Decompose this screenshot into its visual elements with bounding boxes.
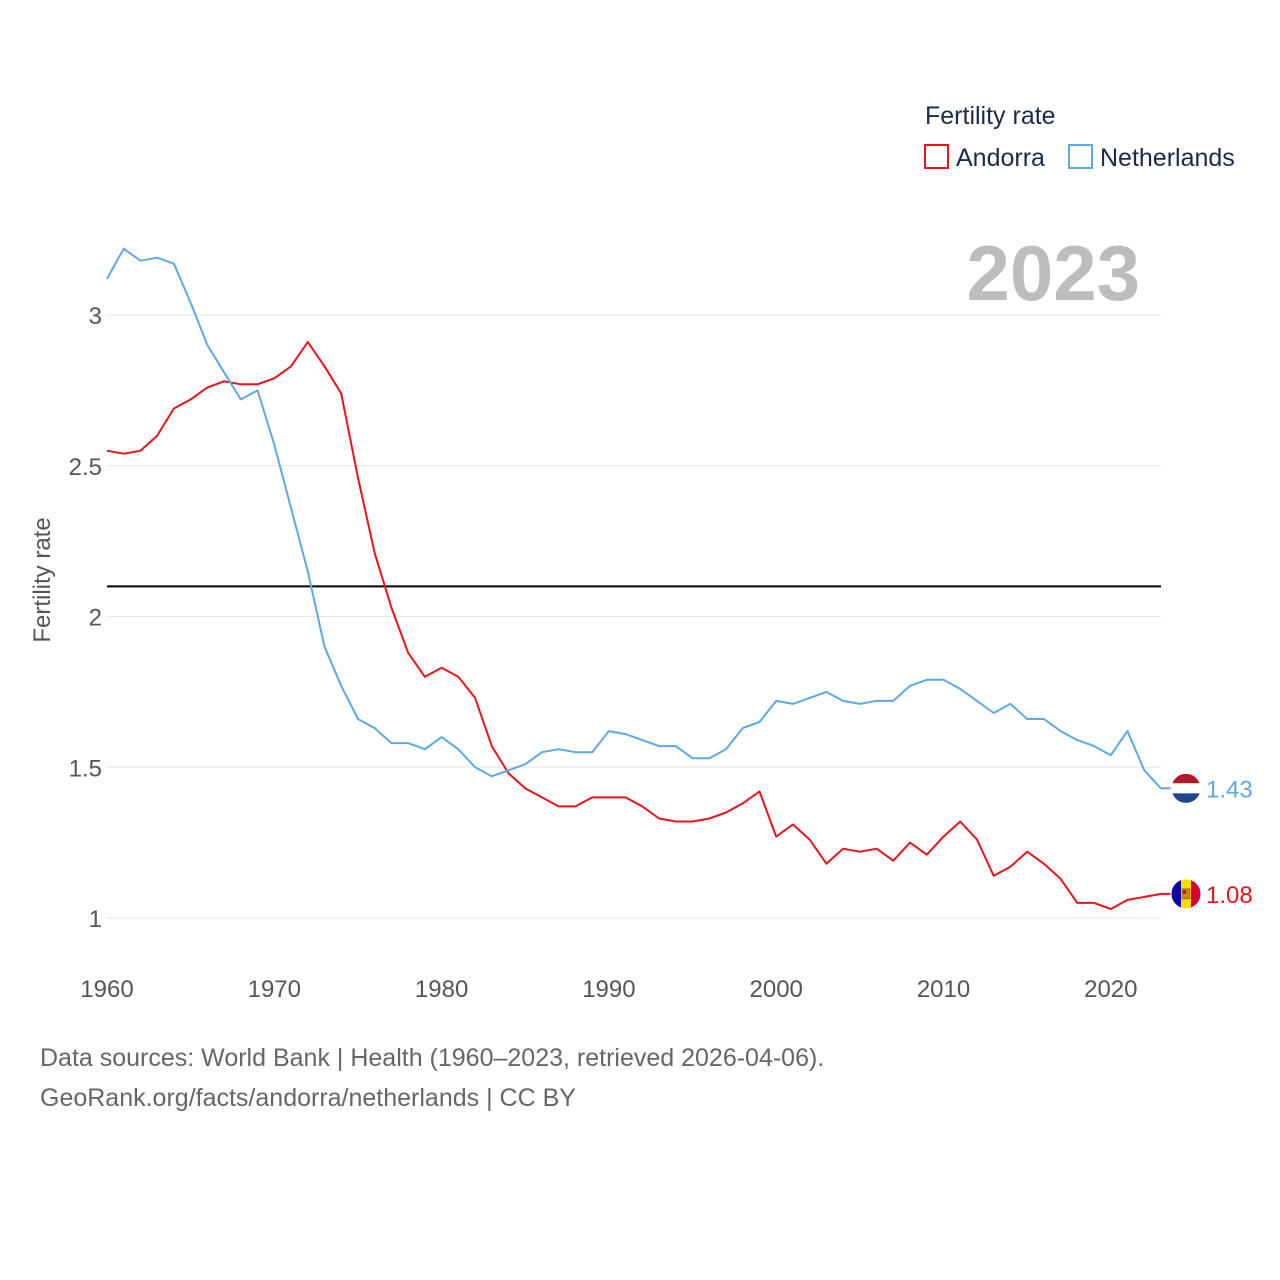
series-line-andorra[interactable]	[106, 341, 1162, 910]
legend-item-andorra[interactable]: Andorra	[924, 144, 1045, 172]
y-axis-label: Fertility rate	[29, 517, 56, 642]
flag-ring	[1170, 878, 1202, 910]
grid-lines	[107, 314, 1161, 919]
andorra-flag-icon	[1171, 878, 1201, 909]
end-value-label-netherlands: 1.43	[1206, 776, 1253, 803]
source-url[interactable]: GeoRank.org/facts/andorra/netherlands | …	[40, 1084, 576, 1112]
netherlands-flag-icon	[1171, 773, 1201, 804]
flag-ring	[1170, 772, 1202, 804]
y-axis-ticks: 1 1.5 2 2.5 3	[69, 303, 102, 933]
series-lines	[106, 247, 1162, 910]
fertility-rate-chart: Fertility rate Andorra Netherlands 2023 …	[29, 102, 1253, 1003]
y-tick-label: 2.5	[69, 454, 102, 481]
x-axis-ticks: 1960 1970 1980 1990 2000 2010 2020	[80, 976, 1137, 1003]
year-watermark: 2023	[966, 229, 1140, 317]
series-line-netherlands[interactable]	[106, 247, 1162, 790]
legend-swatch-andorra	[924, 144, 949, 169]
x-tick-label: 2000	[750, 976, 803, 1003]
x-tick-label: 1980	[415, 976, 468, 1003]
legend-swatch-netherlands	[1068, 144, 1093, 169]
legend-label-andorra: Andorra	[956, 144, 1045, 172]
legend-item-netherlands[interactable]: Netherlands	[1068, 144, 1235, 172]
x-tick-label: 1970	[248, 976, 301, 1003]
legend-title: Fertility rate	[925, 102, 1056, 130]
x-tick-label: 2020	[1084, 976, 1137, 1003]
x-tick-label: 1990	[582, 976, 635, 1003]
y-tick-label: 3	[89, 303, 102, 330]
legend-label-netherlands: Netherlands	[1100, 144, 1235, 172]
series-end-markers: 1.08 1.43	[1161, 772, 1253, 910]
end-value-label-andorra: 1.08	[1206, 882, 1253, 909]
x-tick-label: 2010	[917, 976, 970, 1003]
y-tick-label: 2	[89, 605, 102, 632]
y-tick-label: 1.5	[69, 755, 102, 782]
data-source-note: Data sources: World Bank | Health (1960–…	[40, 1044, 825, 1072]
y-tick-label: 1	[89, 906, 102, 933]
x-tick-label: 1960	[80, 976, 133, 1003]
